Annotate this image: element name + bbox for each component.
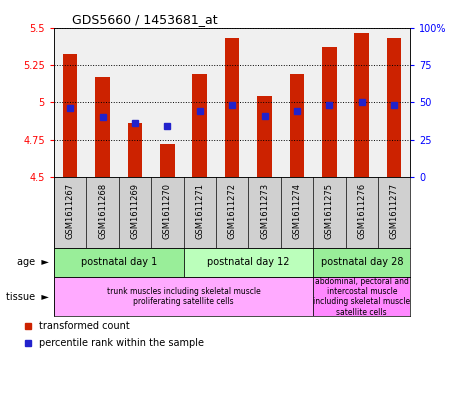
Text: trunk muscles including skeletal muscle
proliferating satellite cells: trunk muscles including skeletal muscle …	[106, 287, 260, 307]
Bar	[160, 144, 174, 177]
Text: GSM1611270: GSM1611270	[163, 182, 172, 239]
Text: postnatal day 12: postnatal day 12	[207, 257, 289, 267]
Text: GSM1611268: GSM1611268	[98, 182, 107, 239]
Text: transformed count: transformed count	[39, 321, 130, 331]
Text: tissue  ►: tissue ►	[7, 292, 49, 302]
Bar	[290, 74, 304, 177]
Bar	[63, 54, 77, 177]
Bar	[322, 47, 337, 177]
Text: GSM1611271: GSM1611271	[195, 182, 204, 239]
Text: GSM1611269: GSM1611269	[130, 182, 139, 239]
Bar	[313, 277, 410, 316]
Bar	[183, 248, 313, 277]
Bar	[192, 74, 207, 177]
Text: GSM1611267: GSM1611267	[66, 182, 75, 239]
Bar	[387, 38, 401, 177]
Text: GSM1611274: GSM1611274	[293, 182, 302, 239]
Text: GDS5660 / 1453681_at: GDS5660 / 1453681_at	[72, 13, 218, 26]
Text: postnatal day 28: postnatal day 28	[320, 257, 403, 267]
Text: GSM1611275: GSM1611275	[325, 182, 334, 239]
Bar	[225, 38, 240, 177]
Bar	[257, 96, 272, 177]
Text: percentile rank within the sample: percentile rank within the sample	[39, 338, 204, 348]
Text: abdominal, pectoral and
intercostal muscle
including skeletal muscle
satellite c: abdominal, pectoral and intercostal musc…	[313, 277, 410, 317]
Bar	[313, 248, 410, 277]
Bar	[128, 123, 142, 177]
Bar	[54, 277, 313, 316]
Bar	[54, 248, 183, 277]
Bar	[355, 33, 369, 177]
Text: postnatal day 1: postnatal day 1	[81, 257, 157, 267]
Text: GSM1611277: GSM1611277	[390, 182, 399, 239]
Bar	[95, 77, 110, 177]
Text: age  ►: age ►	[17, 257, 49, 267]
Text: GSM1611272: GSM1611272	[227, 182, 237, 239]
Text: GSM1611273: GSM1611273	[260, 182, 269, 239]
Text: GSM1611276: GSM1611276	[357, 182, 366, 239]
